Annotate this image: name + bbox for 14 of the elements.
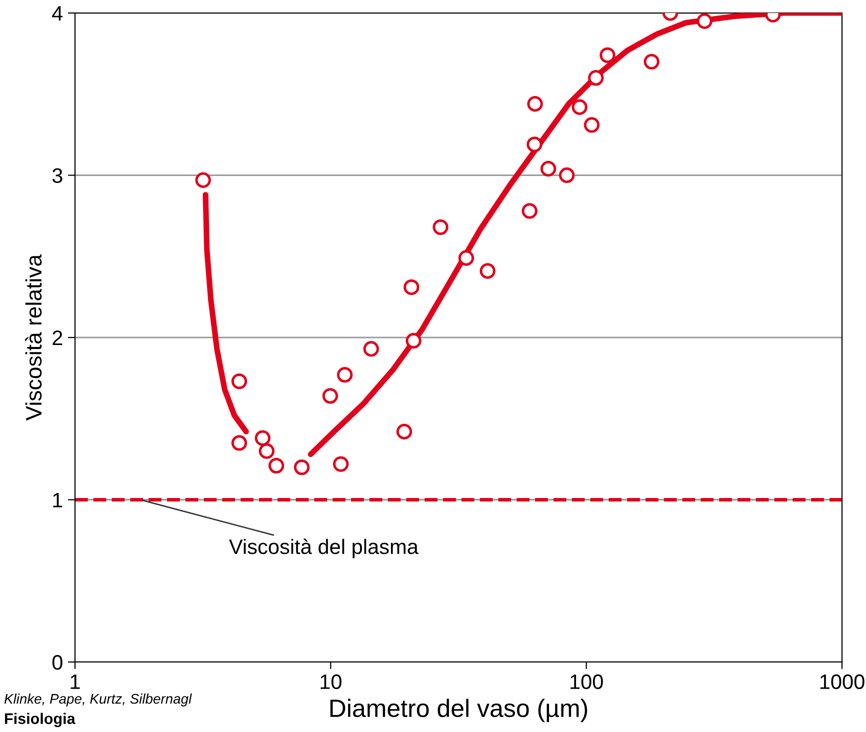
y-tick-label: 0 bbox=[52, 655, 62, 670]
ref-line-label: Viscosità del plasma bbox=[229, 538, 418, 558]
y-tick-label: 1 bbox=[53, 492, 62, 508]
y-tick-label: 4 bbox=[52, 6, 63, 21]
y-tick-label: 2 bbox=[52, 330, 62, 346]
x-axis-title: Diametro del vaso (µm) bbox=[330, 698, 588, 722]
text: Fisiologia bbox=[5, 712, 76, 728]
x-tick-label: 1000 bbox=[820, 674, 864, 690]
y-axis-title: Viscosità relativa bbox=[25, 254, 42, 421]
x-tick-label: 1 bbox=[70, 674, 80, 689]
text: Klinke, Pape, Kurtz, Silbernagl bbox=[4, 694, 192, 706]
y-tick-label: 3 bbox=[52, 168, 62, 184]
x-tick-label: 100 bbox=[570, 674, 603, 690]
x-tick-label: 10 bbox=[320, 674, 342, 690]
